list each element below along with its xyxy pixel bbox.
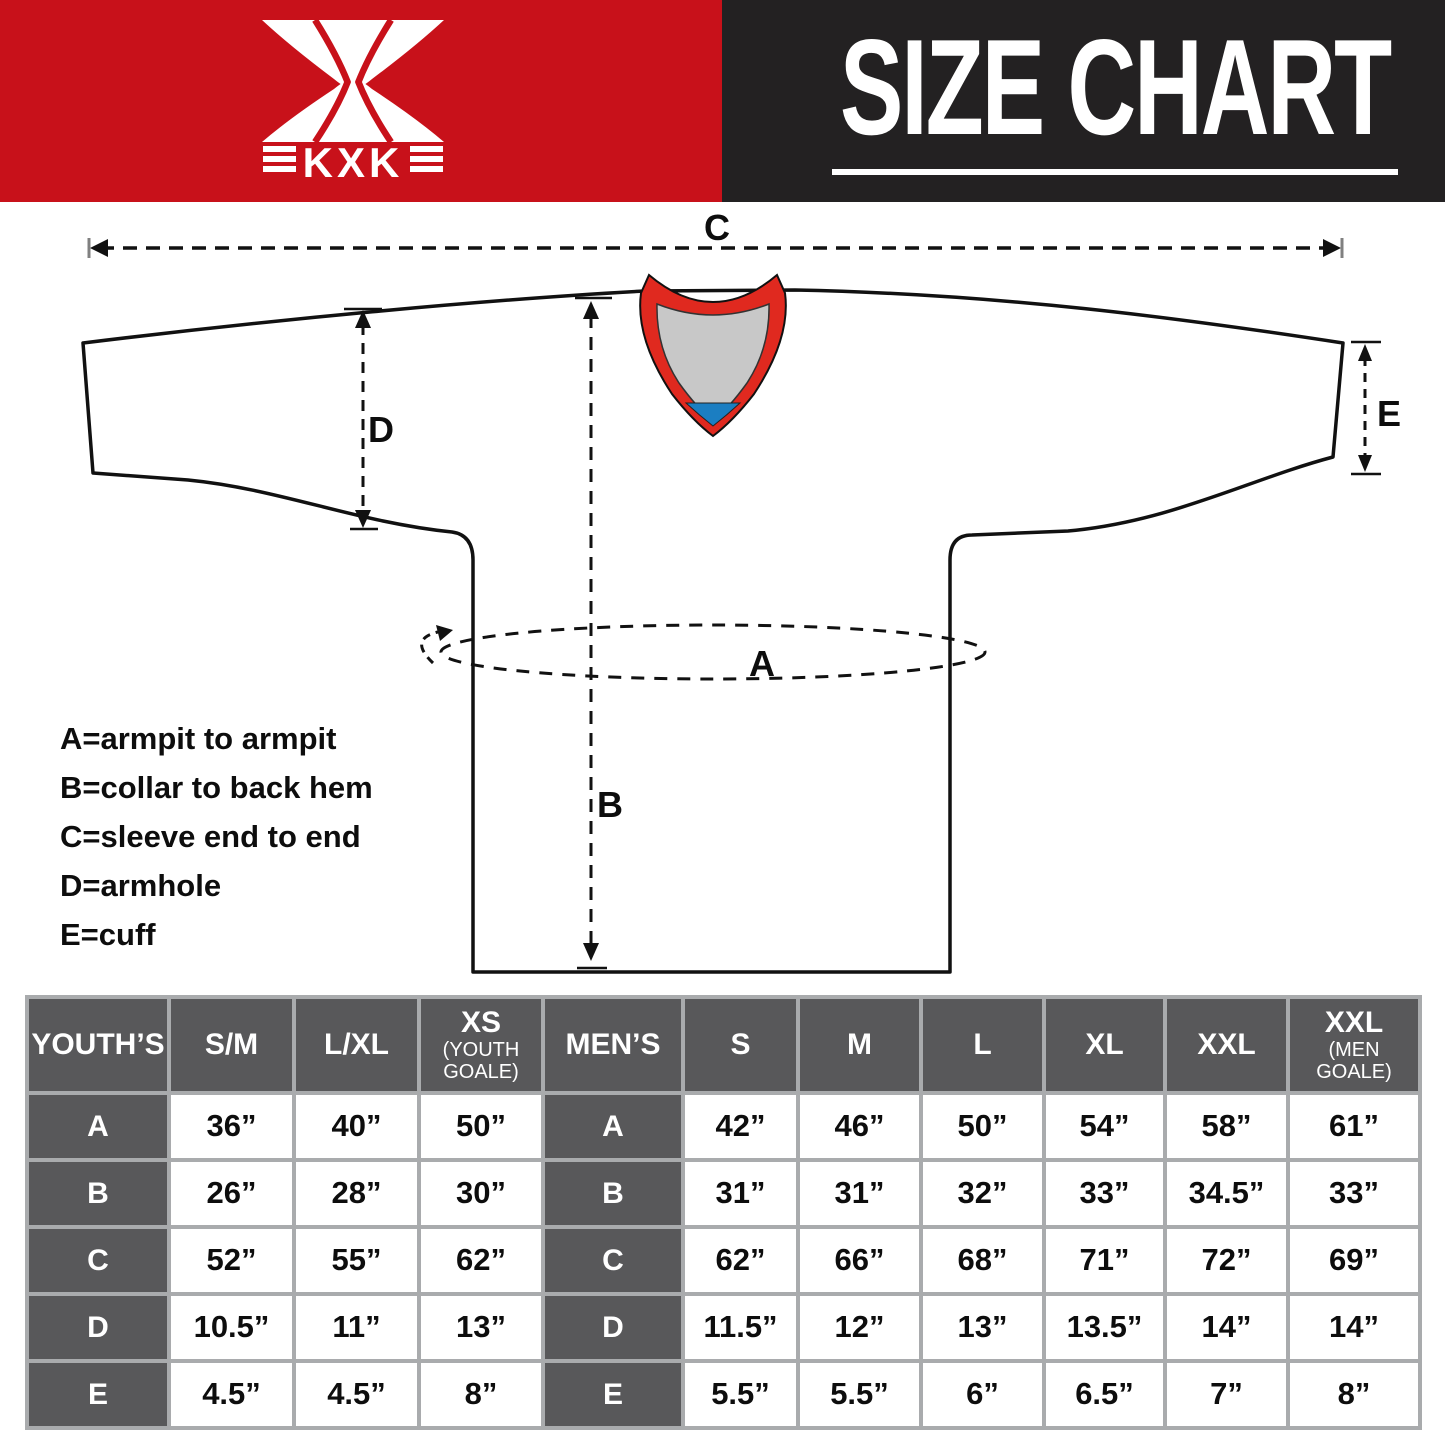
men-size-value: 46” — [800, 1095, 919, 1158]
youth-size-value: 55” — [296, 1229, 417, 1292]
logo-text: KXK — [303, 139, 404, 186]
men-size-value: 54” — [1046, 1095, 1163, 1158]
legend-line: C=sleeve end to end — [60, 819, 361, 854]
measure-c-arrow — [87, 238, 1344, 258]
youth-row-label: A — [29, 1095, 167, 1158]
men-size-value: 68” — [923, 1229, 1042, 1292]
youth-size-value: 28” — [296, 1162, 417, 1225]
brand-panel: KXK — [0, 0, 722, 202]
youth-size-value: 62” — [421, 1229, 541, 1292]
measure-d-arrow — [344, 307, 382, 531]
men-size-value: 72” — [1167, 1229, 1286, 1292]
youth-size-value: 10.5” — [171, 1296, 292, 1359]
youth-size-value: 30” — [421, 1162, 541, 1225]
collar-inner — [656, 302, 770, 422]
youth-size-col-header: L/XL — [296, 999, 417, 1091]
youth-size-value: 40” — [296, 1095, 417, 1158]
men-size-value: 8” — [1290, 1363, 1418, 1426]
men-size-value: 33” — [1290, 1162, 1418, 1225]
kxk-x-icon — [262, 18, 444, 144]
legend-line: B=collar to back hem — [60, 770, 373, 805]
header: KXK SIZE CHART — [0, 0, 1445, 202]
men-size-value: 66” — [800, 1229, 919, 1292]
men-size-value: 58” — [1167, 1095, 1286, 1158]
legend-line: E=cuff — [60, 917, 156, 952]
youth-size-value: 50” — [421, 1095, 541, 1158]
youth-size-value: 11” — [296, 1296, 417, 1359]
men-size-value: 12” — [800, 1296, 919, 1359]
men-header: MEN’S — [545, 999, 681, 1091]
men-size-value: 62” — [685, 1229, 796, 1292]
measure-a-ellipse — [420, 623, 987, 681]
men-row-label: D — [545, 1296, 681, 1359]
kxk-wordmark: KXK — [263, 139, 443, 186]
men-size-col-header: XXL — [1167, 999, 1286, 1091]
men-size-value: 61” — [1290, 1095, 1418, 1158]
men-size-value: 33” — [1046, 1162, 1163, 1225]
men-size-value: 5.5” — [800, 1363, 919, 1426]
measurement-legend: A=armpit to armpit B=collar to back hem … — [60, 714, 373, 959]
men-size-value: 42” — [685, 1095, 796, 1158]
men-size-value: 34.5” — [1167, 1162, 1286, 1225]
men-size-value: 5.5” — [685, 1363, 796, 1426]
triple-bar-left-icon — [263, 146, 296, 172]
youth-row-label: B — [29, 1162, 167, 1225]
men-row-label: B — [545, 1162, 681, 1225]
youth-size-value: 8” — [421, 1363, 541, 1426]
youth-size-value: 13” — [421, 1296, 541, 1359]
page-title: SIZE CHART — [839, 11, 1392, 163]
kxk-logo: KXK — [262, 18, 444, 186]
men-size-value: 14” — [1167, 1296, 1286, 1359]
collar-blue-insert — [684, 402, 742, 427]
jersey-outline — [81, 288, 1345, 974]
men-row-label: A — [545, 1095, 681, 1158]
triple-bar-right-icon — [410, 146, 443, 172]
men-size-value: 14” — [1290, 1296, 1418, 1359]
label-d: D — [368, 409, 394, 450]
youth-size-value: 4.5” — [296, 1363, 417, 1426]
men-size-value: 71” — [1046, 1229, 1163, 1292]
men-size-value: 31” — [800, 1162, 919, 1225]
men-size-col-header: S — [685, 999, 796, 1091]
men-size-col-header: M — [800, 999, 919, 1091]
youth-size-value: 52” — [171, 1229, 292, 1292]
youth-row-label: D — [29, 1296, 167, 1359]
men-size-value: 31” — [685, 1162, 796, 1225]
men-size-col-header: L — [923, 999, 1042, 1091]
label-b: B — [597, 784, 623, 825]
jersey-diagram: C D B A E — [0, 202, 1445, 995]
youth-size-value: 36” — [171, 1095, 292, 1158]
men-size-value: 7” — [1167, 1363, 1286, 1426]
label-c: C — [704, 207, 730, 248]
legend-line: A=armpit to armpit — [60, 721, 337, 756]
men-size-value: 50” — [923, 1095, 1042, 1158]
men-row-label: C — [545, 1229, 681, 1292]
men-size-value: 13.5” — [1046, 1296, 1163, 1359]
men-size-value: 11.5” — [685, 1296, 796, 1359]
size-table: YOUTH’S S/M L/XL XS (YOUTH GOALE) MEN’S S M L XL X… — [25, 995, 1422, 1430]
youth-size-value: 4.5” — [171, 1363, 292, 1426]
measure-e-arrow — [1351, 340, 1381, 476]
men-row-label: E — [545, 1363, 681, 1426]
youth-size-value: 26” — [171, 1162, 292, 1225]
youth-size-col-header: S/M — [171, 999, 292, 1091]
men-size-col-header: XXL (MEN GOALE) — [1290, 999, 1418, 1091]
label-e: E — [1377, 393, 1401, 434]
youth-row-label: C — [29, 1229, 167, 1292]
men-size-value: 69” — [1290, 1229, 1418, 1292]
youth-header: YOUTH’S — [29, 999, 167, 1091]
title-underline — [832, 169, 1398, 175]
legend-line: D=armhole — [60, 868, 222, 903]
men-size-value: 32” — [923, 1162, 1042, 1225]
men-size-value: 13” — [923, 1296, 1042, 1359]
men-size-value: 6” — [923, 1363, 1042, 1426]
youth-size-col-header: XS (YOUTH GOALE) — [421, 999, 541, 1091]
youth-row-label: E — [29, 1363, 167, 1426]
measure-b-arrow — [575, 296, 612, 970]
men-size-value: 6.5” — [1046, 1363, 1163, 1426]
label-a: A — [749, 643, 775, 684]
men-size-col-header: XL — [1046, 999, 1163, 1091]
title-panel: SIZE CHART — [722, 0, 1445, 202]
